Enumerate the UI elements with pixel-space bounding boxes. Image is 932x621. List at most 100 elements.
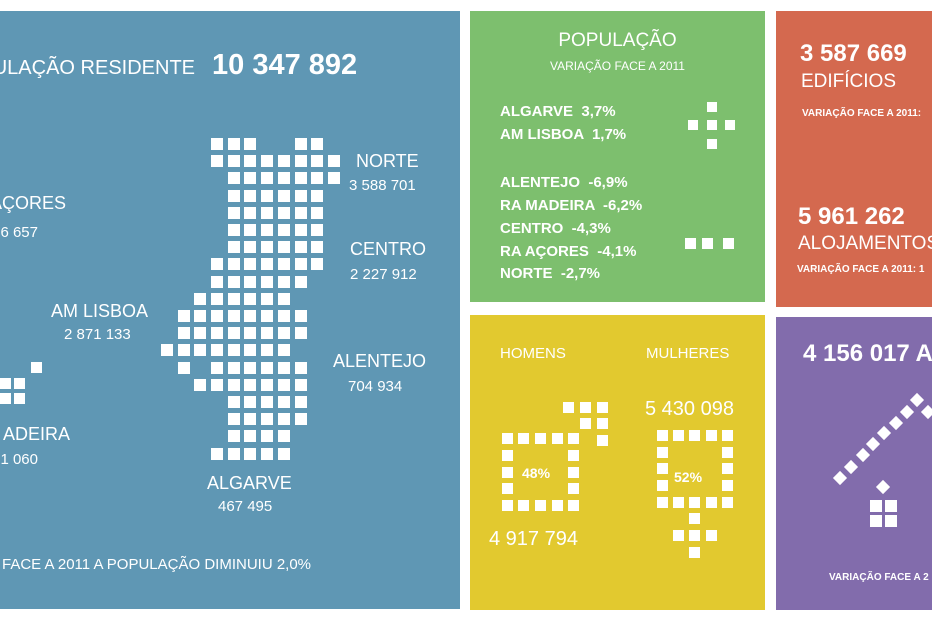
pixel-square — [277, 447, 290, 460]
pixel-square — [885, 500, 897, 512]
pixel-square — [706, 430, 717, 441]
pixel-square — [227, 138, 240, 150]
region-centro-value: 2 227 912 — [350, 266, 417, 283]
pixel-square — [277, 224, 290, 236]
variation-decrease-item: RA MADEIRA -6,2% — [500, 197, 643, 214]
pixel-square — [211, 275, 223, 288]
pixel-square — [673, 430, 684, 441]
variation-increase-item: AM LISBOA 1,7% — [500, 126, 627, 143]
pixel-square — [194, 378, 207, 391]
pixel-square — [277, 430, 290, 443]
pixel-square — [194, 292, 207, 305]
buildings-value: 3 587 669 — [800, 40, 907, 67]
pixel-square — [227, 430, 240, 443]
variation-decrease-item: ALENTEJO -6,9% — [500, 174, 628, 191]
pixel-square — [277, 378, 290, 391]
pixel-square — [244, 138, 257, 150]
pixel-square — [261, 241, 274, 254]
pixel-square — [261, 310, 274, 322]
pixel-square — [568, 483, 579, 494]
pixel-square — [518, 433, 529, 444]
pixel-square — [597, 435, 608, 446]
pixel-square — [177, 310, 190, 322]
pixel-square — [227, 206, 240, 219]
roof-diamond — [855, 447, 871, 463]
roof-diamond — [899, 404, 915, 420]
pixel-square — [261, 224, 274, 236]
pixel-square — [311, 189, 324, 202]
households-value: 4 156 017 A — [803, 340, 932, 367]
pixel-square — [277, 241, 290, 254]
variation-decrease-item: RA AÇORES -4,1% — [500, 243, 637, 260]
pixel-square — [244, 310, 257, 322]
pixel-square — [277, 275, 290, 288]
pixel-square — [277, 155, 290, 168]
region-acores-value: 6 657 — [0, 224, 38, 241]
pixel-square — [227, 172, 240, 185]
pixel-square — [211, 310, 223, 322]
pixel-square — [261, 258, 274, 271]
pixel-square — [0, 393, 11, 404]
pixel-square — [227, 275, 240, 288]
pixel-square — [244, 396, 257, 408]
roof-diamond — [832, 470, 848, 486]
pixel-square — [244, 344, 257, 357]
pixel-square — [294, 310, 307, 322]
roof-diamond — [888, 415, 904, 431]
pixel-square — [568, 433, 579, 444]
pixel-square — [261, 344, 274, 357]
pixel-square — [244, 241, 257, 254]
pixel-square — [673, 497, 684, 508]
pixel-square — [211, 138, 223, 150]
pixel-square — [277, 361, 290, 374]
pixel-square — [294, 413, 307, 426]
pixel-square — [227, 396, 240, 408]
pixel-square — [244, 430, 257, 443]
roof-diamond — [909, 392, 925, 408]
population-panel: PULAÇÃO RESIDENTE 10 347 892 NORTE 3 588… — [0, 11, 460, 609]
pixel-square — [689, 547, 700, 558]
pixel-square — [211, 155, 223, 168]
roof-diamond — [920, 404, 932, 420]
pixel-square — [706, 497, 717, 508]
region-norte-value: 3 588 701 — [349, 177, 416, 194]
region-algarve-value: 467 495 — [218, 498, 273, 515]
pixel-square — [227, 361, 240, 374]
pixel-square — [870, 500, 882, 512]
dwellings-value: 5 961 262 — [798, 203, 905, 230]
population-footnote: FACE A 2011 A POPULAÇÃO DIMINUIU 2,0% — [2, 556, 312, 573]
pixel-square — [261, 275, 274, 288]
pixel-square — [311, 138, 324, 150]
roof-diamond — [865, 436, 881, 452]
pixel-square — [160, 344, 173, 357]
pixel-square — [673, 530, 684, 541]
buildings-variation: VARIAÇÃO FACE A 2011: — [802, 108, 922, 119]
buildings-label: EDIFÍCIOS — [801, 71, 897, 92]
dwellings-label: ALOJAMENTOS — [798, 233, 932, 254]
pixel-square — [327, 172, 340, 185]
pixel-square — [261, 413, 274, 426]
pixel-square — [227, 224, 240, 236]
pixel-square — [277, 292, 290, 305]
pixel-square — [244, 292, 257, 305]
pixel-square — [311, 155, 324, 168]
pixel-square — [580, 418, 591, 429]
pixel-square — [311, 258, 324, 271]
pixel-square — [261, 206, 274, 219]
buildings-panel: 3 587 669 EDIFÍCIOS VARIAÇÃO FACE A 2011… — [776, 11, 932, 307]
pixel-square — [294, 172, 307, 185]
pixel-square — [722, 480, 733, 491]
population-label: PULAÇÃO RESIDENTE — [0, 57, 195, 79]
pixel-square — [227, 413, 240, 426]
pixel-square — [227, 155, 240, 168]
men-percent: 48% — [522, 465, 551, 481]
pixel-square — [294, 396, 307, 408]
pixel-square — [311, 206, 324, 219]
pixel-square — [689, 513, 700, 524]
pixel-square — [244, 189, 257, 202]
roof-diamond — [876, 425, 892, 441]
pixel-square — [177, 344, 190, 357]
pixel-square — [261, 361, 274, 374]
pixel-square — [31, 362, 42, 373]
pixel-square — [722, 463, 733, 474]
